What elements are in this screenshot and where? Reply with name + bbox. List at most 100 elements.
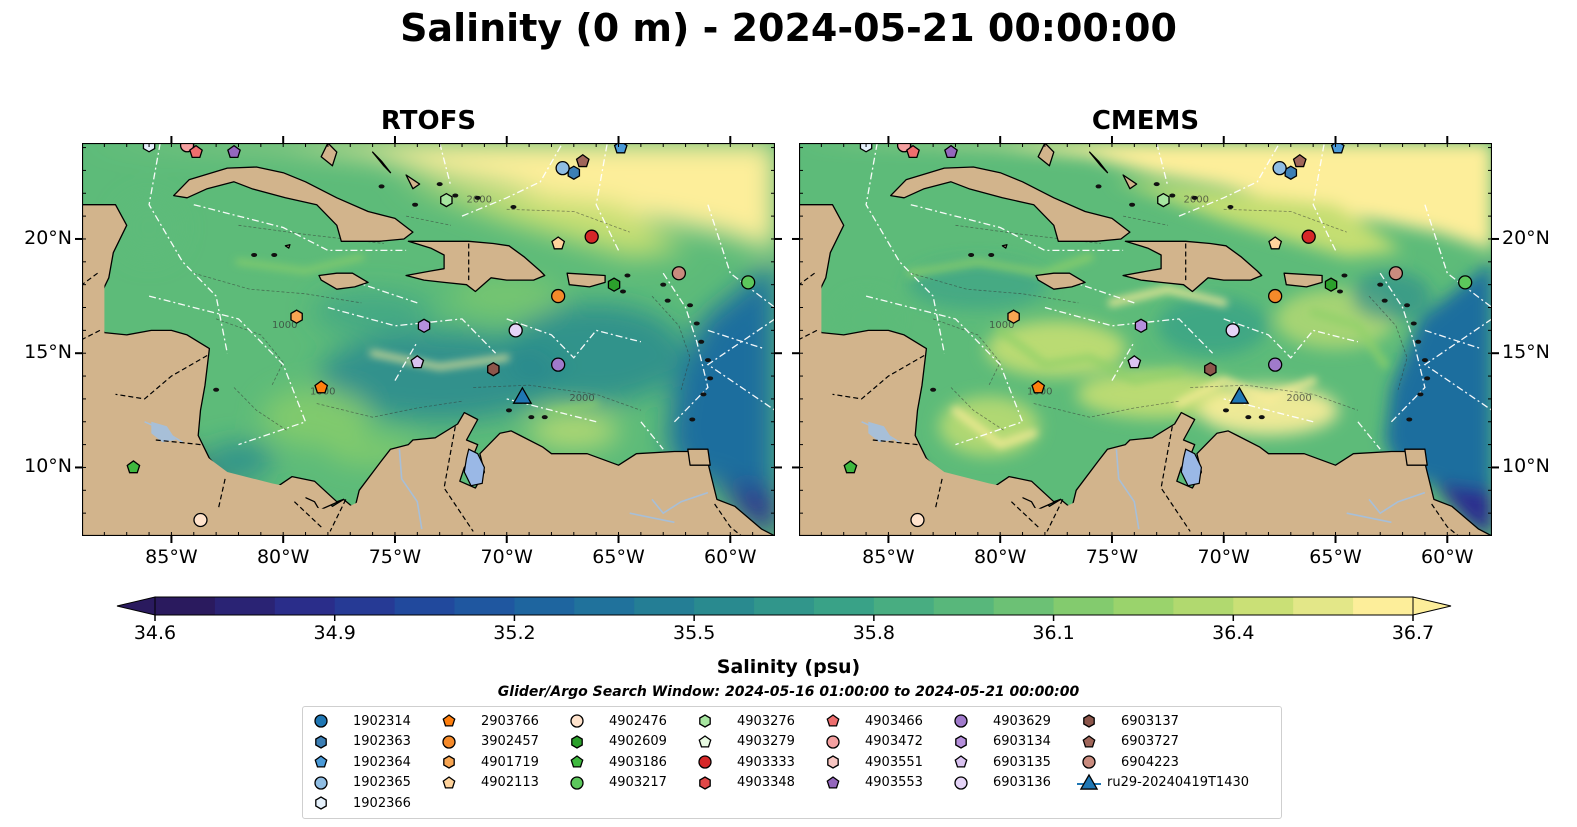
legend-marker-circle [314,714,328,728]
lon-tick-label: 85°W [862,546,915,568]
land-trinidad [1404,448,1428,466]
float-marker-6903727 [1292,153,1307,168]
contour-label: 2000 [1286,393,1311,404]
contour-label: 1000 [989,320,1014,331]
float-marker-4903466 [906,144,920,159]
lon-tick-label: 80°W [256,546,310,568]
rivers [861,421,1426,530]
legend-marker-hexagon [1083,714,1095,728]
legend-title: Glider/Argo Search Window: 2024-05-16 01… [497,684,1080,700]
legend-marker-pentagon [826,775,840,789]
legend-label: 4903279 [737,734,795,749]
legend-marker-hexagon [827,755,839,769]
colorbar-tick-label: 36.7 [1391,622,1435,644]
country-borders [82,243,742,536]
float-marker-4903629 [1268,357,1283,372]
float-marker-4901719 [290,309,303,324]
legend-marker-pentagon [698,734,712,748]
legend-marker-icon [1082,734,1096,748]
lat-tick-label: 15°N [24,341,72,364]
bathymetry-contours [193,208,691,432]
lat-tick-label: 20°N [24,226,72,249]
legend-item-6903136: 6903136 [949,773,1051,793]
salinity-map-rtofs: 1000100020002000 [82,143,775,536]
legend-label: 4903466 [865,713,923,729]
legend-marker-circle [826,734,840,749]
legend-marker-icon [315,796,327,810]
map-frame [799,143,1492,536]
legend-label: 4902609 [609,734,667,749]
lon-tick-label: 65°W [592,546,645,568]
legend-marker-icon [954,714,968,728]
float-marker-4903217 [741,275,756,290]
salinity-map-cmems: 1000100020002000 [799,143,1492,536]
legend-label: 4903333 [737,754,795,770]
float-marker-6903135 [1127,355,1142,369]
legend-marker-hexagon [699,714,711,728]
lake-maracaibo [463,448,486,487]
land-jamaica [318,272,369,290]
float-marker-4903186 [843,460,858,474]
legend-label: 4903472 [865,734,923,749]
legend-item-6903135: 6903135 [949,752,1051,772]
legend-label: 6903135 [993,754,1051,770]
float-markers [843,143,1473,528]
lon-tick-label: 70°W [1197,546,1250,568]
legend-label: 1902314 [353,713,411,729]
legend-label: 1902365 [353,775,411,790]
legend-marker-hexagon [955,734,967,749]
land-puerto-rico [1283,272,1323,288]
legend-marker-hexagon [571,734,583,749]
legend-marker-pentagon [442,775,456,789]
legend-label: 6903134 [993,734,1051,749]
float-marker-1902363 [567,165,581,180]
legend-item-1902363: 1902363 [309,732,411,752]
eez-boundaries [82,143,775,491]
float-marker-2903766 [1031,380,1046,394]
land-hispaniola [1122,240,1263,293]
float-marker-3902457 [551,288,566,304]
land-trinidad [687,448,711,466]
colorbar-tick-label: 36.4 [1212,622,1255,644]
legend-marker-circle [570,775,584,790]
legend-marker-circle [954,714,968,728]
legend-label: 4903553 [865,775,923,790]
legend-item-4901719: 4901719 [437,752,539,772]
legend-marker-circle [442,734,456,749]
legend-label: 1902366 [353,795,411,811]
float-marker-4903553 [227,144,241,159]
legend-item-4903553: 4903553 [821,773,923,793]
contour-label: 2000 [569,393,594,404]
float-marker-1902363 [1284,165,1298,180]
lon-tick-label: 80°W [973,546,1027,568]
float-marker-4903466 [189,144,203,159]
legend-item-4902113: 4902113 [437,773,539,793]
legend-label: 6904223 [1121,754,1179,770]
legend-item-4903333: 4903333 [693,752,795,772]
legend-marker-icon [954,775,968,790]
lon-tick-label: 60°W [704,546,757,568]
map-frame [82,143,775,536]
legend-marker-icon [826,714,840,727]
lon-tick-label: 70°W [480,546,533,568]
salinity-field [82,143,775,536]
salinity-colorbar [116,596,1452,621]
legend-item-4903186: 4903186 [565,752,667,772]
float-marker-6904223 [1388,266,1404,281]
legend-marker-icon [442,734,456,749]
float-marker-1902364 [613,143,628,154]
colorbar-tick-label: 35.8 [852,622,895,644]
legend-marker-icon [955,734,967,749]
map-panel-rtofs: 1000100020002000 [82,143,775,536]
float-marker-6903135 [410,355,425,369]
contour-label: 1000 [272,320,297,331]
float-legend: 1902314 1902363 1902364 1902365 1902366 29037… [302,706,1282,819]
lon-tick-label: 75°W [368,546,422,568]
legend-label: 4903629 [993,713,1051,729]
legend-item-4903466: 4903466 [821,711,923,731]
float-marker-4902476 [193,512,208,528]
float-marker-4902113 [551,236,566,250]
legend-item-6904223: 6904223 [1077,752,1179,772]
float-marker-1902366 [142,143,156,153]
legend-marker-icon [827,755,839,769]
